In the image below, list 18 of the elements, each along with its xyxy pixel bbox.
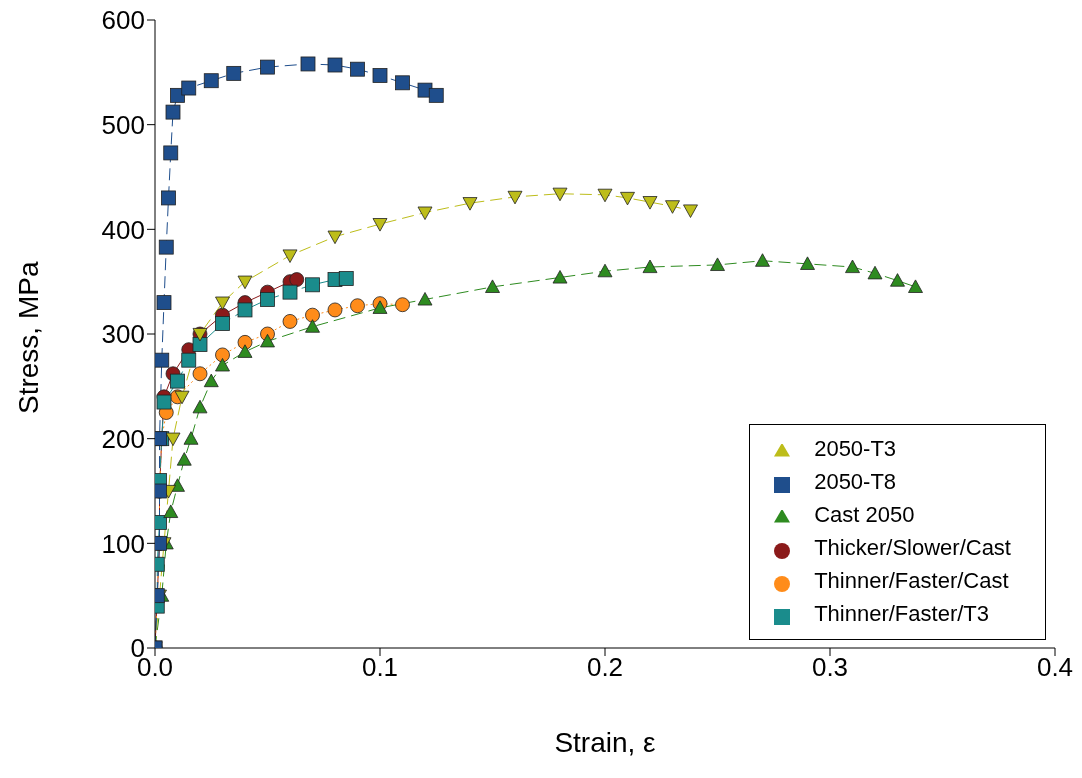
legend-label: Thinner/Faster/Cast — [814, 568, 1009, 593]
x-tick-label: 0.3 — [811, 652, 849, 683]
x-tick-label: 0.2 — [586, 652, 624, 683]
legend-label: 2050-T3 — [814, 436, 897, 461]
legend-label: Thinner/Faster/T3 — [814, 601, 989, 626]
y-tick-label: 500 — [101, 109, 145, 140]
y-tick-label: 600 — [101, 5, 145, 36]
legend-label: 2050-T8 — [814, 469, 897, 494]
y-tick-label: 300 — [101, 319, 145, 350]
legend-label: Thicker/Slower/Cast — [814, 535, 1011, 560]
y-tick-label: 400 — [101, 214, 145, 245]
x-tick-label: 0.4 — [1036, 652, 1074, 683]
y-axis-title: Stress, MPa — [12, 261, 44, 414]
x-axis-title: Strain, ε — [554, 727, 656, 758]
legend-label: Cast 2050 — [814, 502, 915, 527]
x-tick-label: 0.1 — [361, 652, 399, 683]
y-tick-label: 200 — [101, 423, 145, 454]
y-tick-label: 100 — [101, 528, 145, 559]
